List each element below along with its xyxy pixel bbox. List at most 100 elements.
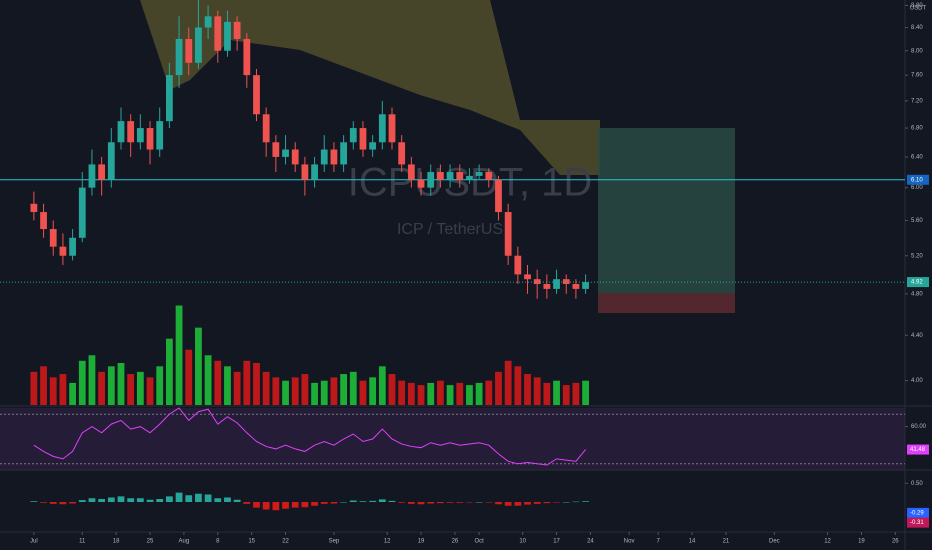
x-tick-label: 22 <box>282 539 289 545</box>
candle-body <box>582 282 589 289</box>
macd-histogram-bar <box>224 497 231 502</box>
candle-body <box>262 114 270 143</box>
x-tick-label: 18 <box>113 539 120 545</box>
macd-histogram-bar <box>175 492 183 502</box>
volume-bar <box>127 374 135 405</box>
volume-bar <box>378 366 386 405</box>
candle-body <box>437 172 444 180</box>
price-tag <box>907 517 929 528</box>
candle-body <box>349 128 357 143</box>
volume-bar <box>49 377 57 405</box>
candle-body <box>446 172 454 180</box>
cloud <box>140 0 600 175</box>
price-tag-label: -0.29 <box>910 510 924 516</box>
macd-histogram-bar <box>272 502 280 511</box>
candle-body <box>272 142 280 157</box>
y-tick-label: 8.80 <box>911 3 923 9</box>
y-tick-label: 0.50 <box>911 481 923 487</box>
x-tick-label: 8 <box>216 539 220 545</box>
volume-bar <box>533 377 541 405</box>
macd-histogram-bar <box>378 499 386 502</box>
candle-body <box>378 114 386 143</box>
volume-bar <box>398 380 406 405</box>
x-tick-label: Sep <box>329 539 340 545</box>
candle-body <box>253 75 260 115</box>
candle-body <box>59 246 67 256</box>
candle-body <box>311 164 318 180</box>
macd-histogram-bar <box>330 502 338 504</box>
y-tick-label: 5.60 <box>911 218 923 224</box>
macd-histogram-bar <box>282 502 289 509</box>
volume-bar <box>485 380 493 405</box>
macd-histogram-bar <box>117 496 125 502</box>
volume-bar <box>456 382 464 405</box>
volume-bar <box>582 380 589 405</box>
macd-histogram-bar <box>475 502 483 503</box>
volume-bar <box>107 366 115 405</box>
volume-bar <box>504 360 512 405</box>
volume-bar <box>88 355 96 405</box>
candle-body <box>136 128 144 143</box>
candle-body <box>49 229 57 247</box>
volume-bar <box>69 382 76 405</box>
candle-body <box>224 21 231 51</box>
macd-histogram-bar <box>301 502 309 508</box>
macd-histogram-bar <box>524 502 531 505</box>
volume-bar <box>78 360 86 405</box>
candle-body <box>320 149 328 165</box>
macd-histogram-bar <box>553 502 560 503</box>
candle-body <box>427 172 435 188</box>
candle-body <box>282 149 289 157</box>
volume-bar <box>243 360 251 405</box>
candle-body <box>233 21 241 39</box>
macd-histogram-bar <box>437 502 444 504</box>
candle-body <box>185 38 193 63</box>
volume-bar <box>136 371 144 405</box>
macd-histogram-bar <box>40 502 47 503</box>
candle-body <box>388 114 396 143</box>
volume-bar <box>311 382 318 405</box>
volume-bar <box>301 374 309 405</box>
x-tick-label: 21 <box>723 539 730 545</box>
candle-body <box>572 284 580 289</box>
price-tag-label: 6.10 <box>911 177 923 183</box>
macd-histogram-bar <box>543 502 551 504</box>
candle-body <box>340 142 347 165</box>
candle-body <box>301 164 309 180</box>
candle-body <box>543 284 551 289</box>
volume-bar <box>262 371 270 405</box>
volume-bar <box>349 371 357 405</box>
volume-bar <box>224 366 231 405</box>
candle-body <box>117 121 125 143</box>
macd-histogram-bar <box>359 501 367 502</box>
y-tick-label: 5.20 <box>911 253 923 259</box>
x-tick-label: Oct <box>474 539 484 545</box>
macd-histogram-bar <box>49 502 57 504</box>
candle-body <box>524 274 531 280</box>
y-tick-label: 6.40 <box>911 155 923 161</box>
macd-histogram-bar <box>185 495 193 502</box>
volume-bar <box>40 366 47 405</box>
volume-bar <box>185 349 193 405</box>
candle-body <box>195 27 202 63</box>
target-zone <box>598 128 735 293</box>
x-tick-label: 24 <box>587 539 594 545</box>
currency: USDT <box>910 6 927 12</box>
candle-body <box>146 128 154 150</box>
candle-body <box>359 128 367 150</box>
y-tick-label: 7.60 <box>911 73 923 79</box>
volume-bar <box>233 371 241 405</box>
volume-bar <box>204 355 212 405</box>
volume-bar <box>514 366 522 405</box>
candle-body <box>214 16 222 51</box>
volume-bar <box>437 380 444 405</box>
volume-bar <box>59 374 67 405</box>
macd-histogram-bar <box>485 502 493 503</box>
volume-bar <box>466 385 473 405</box>
macd-histogram-bar <box>195 493 202 502</box>
y-tick-label: 6.80 <box>911 126 923 132</box>
macd-histogram-bar <box>417 502 425 505</box>
macd-histogram-bar <box>214 498 222 502</box>
volume-bar <box>253 363 260 405</box>
